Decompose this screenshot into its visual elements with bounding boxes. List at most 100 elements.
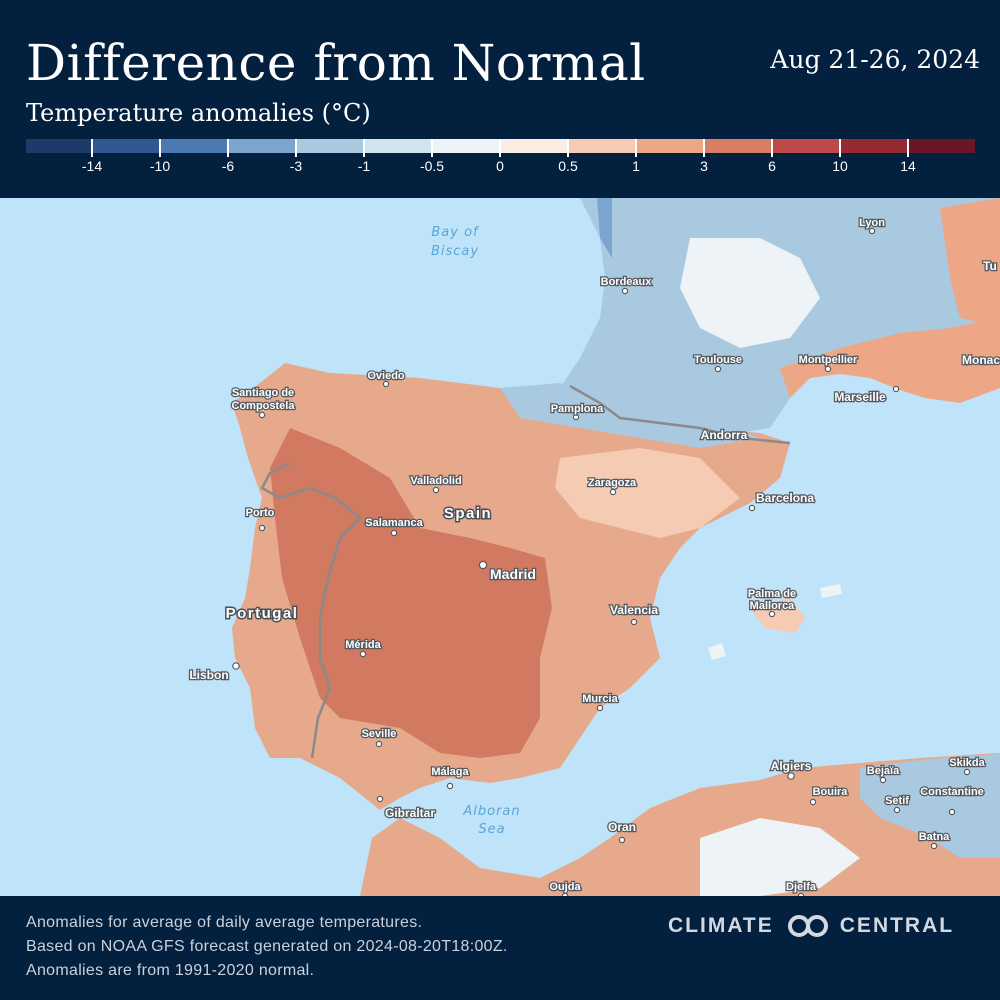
city-label-djelfa: Djelfa xyxy=(786,881,817,893)
city-label-toulouse: Toulouse xyxy=(694,354,742,366)
ebro-mixed-area xyxy=(555,448,740,538)
brand-text-right: CENTRAL xyxy=(839,914,955,937)
city-label-lyon: Lyon xyxy=(859,217,885,229)
legend-swatch xyxy=(364,139,432,153)
city-label-merida: Mérida xyxy=(345,639,381,651)
city-label-marseille: Marseille xyxy=(834,390,886,404)
legend-tick xyxy=(839,139,841,157)
city-label-bordeaux: Bordeaux xyxy=(601,276,653,288)
city-label-oujda: Oujda xyxy=(549,881,581,893)
france-cool-area xyxy=(597,198,612,258)
legend-swatch xyxy=(704,139,772,153)
city-label-tu: Tu xyxy=(983,259,997,273)
france-warm-east xyxy=(940,198,1000,328)
city-label-setif: Setif xyxy=(885,795,909,807)
city-label-andorra: Andorra xyxy=(701,428,748,442)
city-label-valencia: Valencia xyxy=(610,603,658,617)
footer-note-2: Based on NOAA GFS forecast generated on … xyxy=(26,938,508,955)
city-label-oran: Oran xyxy=(608,820,636,834)
legend-swatch xyxy=(772,139,840,153)
legend-label: 6 xyxy=(768,158,776,174)
water-label-alboran-2: Sea xyxy=(478,822,505,837)
legend-swatch xyxy=(228,139,296,153)
city-label-salamanca: Salamanca xyxy=(365,517,423,529)
legend-tick xyxy=(703,139,705,157)
brand-logo: CLIMATE CENTRAL xyxy=(668,913,954,939)
legend-swatch xyxy=(296,139,364,153)
city-label-malaga: Málaga xyxy=(431,766,469,778)
city-label-skikda: Skikda xyxy=(949,757,985,769)
legend-swatch xyxy=(26,139,92,153)
date-range: Aug 21-26, 2024 xyxy=(770,45,980,74)
city-label-oviedo: Oviedo xyxy=(367,370,405,382)
france-warm-area xyxy=(780,318,1000,403)
city-label-zaragoza: Zaragoza xyxy=(588,477,637,489)
legend-tick xyxy=(771,139,773,157)
page-subtitle: Temperature anomalies (°C) xyxy=(26,99,371,127)
legend-label: -0.5 xyxy=(419,158,445,174)
legend-label: 10 xyxy=(832,158,848,174)
city-label-constantine: Constantine xyxy=(920,786,984,798)
page-title: Difference from Normal xyxy=(26,34,646,92)
pyrenees-cool-area xyxy=(500,383,760,448)
city-label-montpellier: Montpellier xyxy=(799,354,858,366)
legend-swatch xyxy=(568,139,636,153)
footer-note-3: Anomalies are from 1991-2020 normal. xyxy=(26,962,315,979)
algeria-mixed-area xyxy=(700,818,860,896)
city-label-barcelona: Barcelona xyxy=(756,491,814,505)
city-label-pamplona: Pamplona xyxy=(551,403,604,415)
legend-label: 0 xyxy=(496,158,504,174)
city-markers xyxy=(232,227,971,896)
legend-swatch xyxy=(500,139,568,153)
city-label-santiago-1: Santiago de xyxy=(232,387,294,399)
legend-tick xyxy=(635,139,637,157)
legend-label: 1 xyxy=(632,158,640,174)
legend-swatch xyxy=(908,139,975,153)
city-label-bejaia: Bejaïa xyxy=(867,765,900,777)
city-label-murcia: Murcia xyxy=(582,693,618,705)
city-label-madrid: Madrid xyxy=(490,566,536,582)
legend-swatch xyxy=(840,139,908,153)
city-label-palma-2: Mallorca xyxy=(750,600,796,612)
city-label-monaco: Monaco xyxy=(962,353,1000,367)
country-label-spain: Spain xyxy=(444,505,492,522)
legend-tick xyxy=(363,139,365,157)
city-label-lisbon: Lisbon xyxy=(189,668,228,682)
legend-tick xyxy=(295,139,297,157)
legend-swatch xyxy=(432,139,500,153)
legend-label: -6 xyxy=(221,158,235,174)
city-label-palma-1: Palma de xyxy=(748,588,796,600)
legend-label: -10 xyxy=(149,158,171,174)
city-label-valladolid: Valladolid xyxy=(410,475,461,487)
city-label-algiers: Algiers xyxy=(771,759,812,773)
legend-tick xyxy=(431,139,433,157)
legend-label: -14 xyxy=(81,158,103,174)
city-label-porto: Porto xyxy=(246,507,275,519)
algeria-cool-area xyxy=(860,754,1000,858)
legend-label: -3 xyxy=(289,158,303,174)
map-canvas: Bay of Biscay Alboran Sea Spain Portugal… xyxy=(188,198,1000,896)
france-mixed-area xyxy=(680,238,820,348)
legend-swatch xyxy=(160,139,228,153)
legend-tick xyxy=(499,139,501,157)
legend-label: 14 xyxy=(900,158,916,174)
legend-label: -1 xyxy=(357,158,371,174)
water-label-biscay-1: Bay of xyxy=(431,225,480,240)
legend-tick xyxy=(91,139,93,157)
footer: Anomalies for average of daily average t… xyxy=(0,896,1000,1000)
mallorca-island xyxy=(750,598,805,633)
city-label-bouira: Bouira xyxy=(813,786,849,798)
legend-label: 0.5 xyxy=(558,158,578,174)
legend-swatch xyxy=(636,139,704,153)
border-spain-portugal xyxy=(260,461,362,759)
city-label-batna: Batna xyxy=(919,831,950,843)
border-france-spain xyxy=(569,384,791,445)
menorca-island xyxy=(820,584,842,598)
header: Difference from Normal Aug 21-26, 2024 T… xyxy=(0,0,1000,198)
anomaly-map[interactable]: Bay of Biscay Alboran Sea Spain Portugal… xyxy=(0,198,1000,896)
city-label-gibraltar: Gibraltar xyxy=(385,806,435,820)
ibiza-island xyxy=(708,643,726,660)
country-label-portugal: Portugal xyxy=(226,605,299,622)
footer-note-1: Anomalies for average of daily average t… xyxy=(26,914,423,931)
